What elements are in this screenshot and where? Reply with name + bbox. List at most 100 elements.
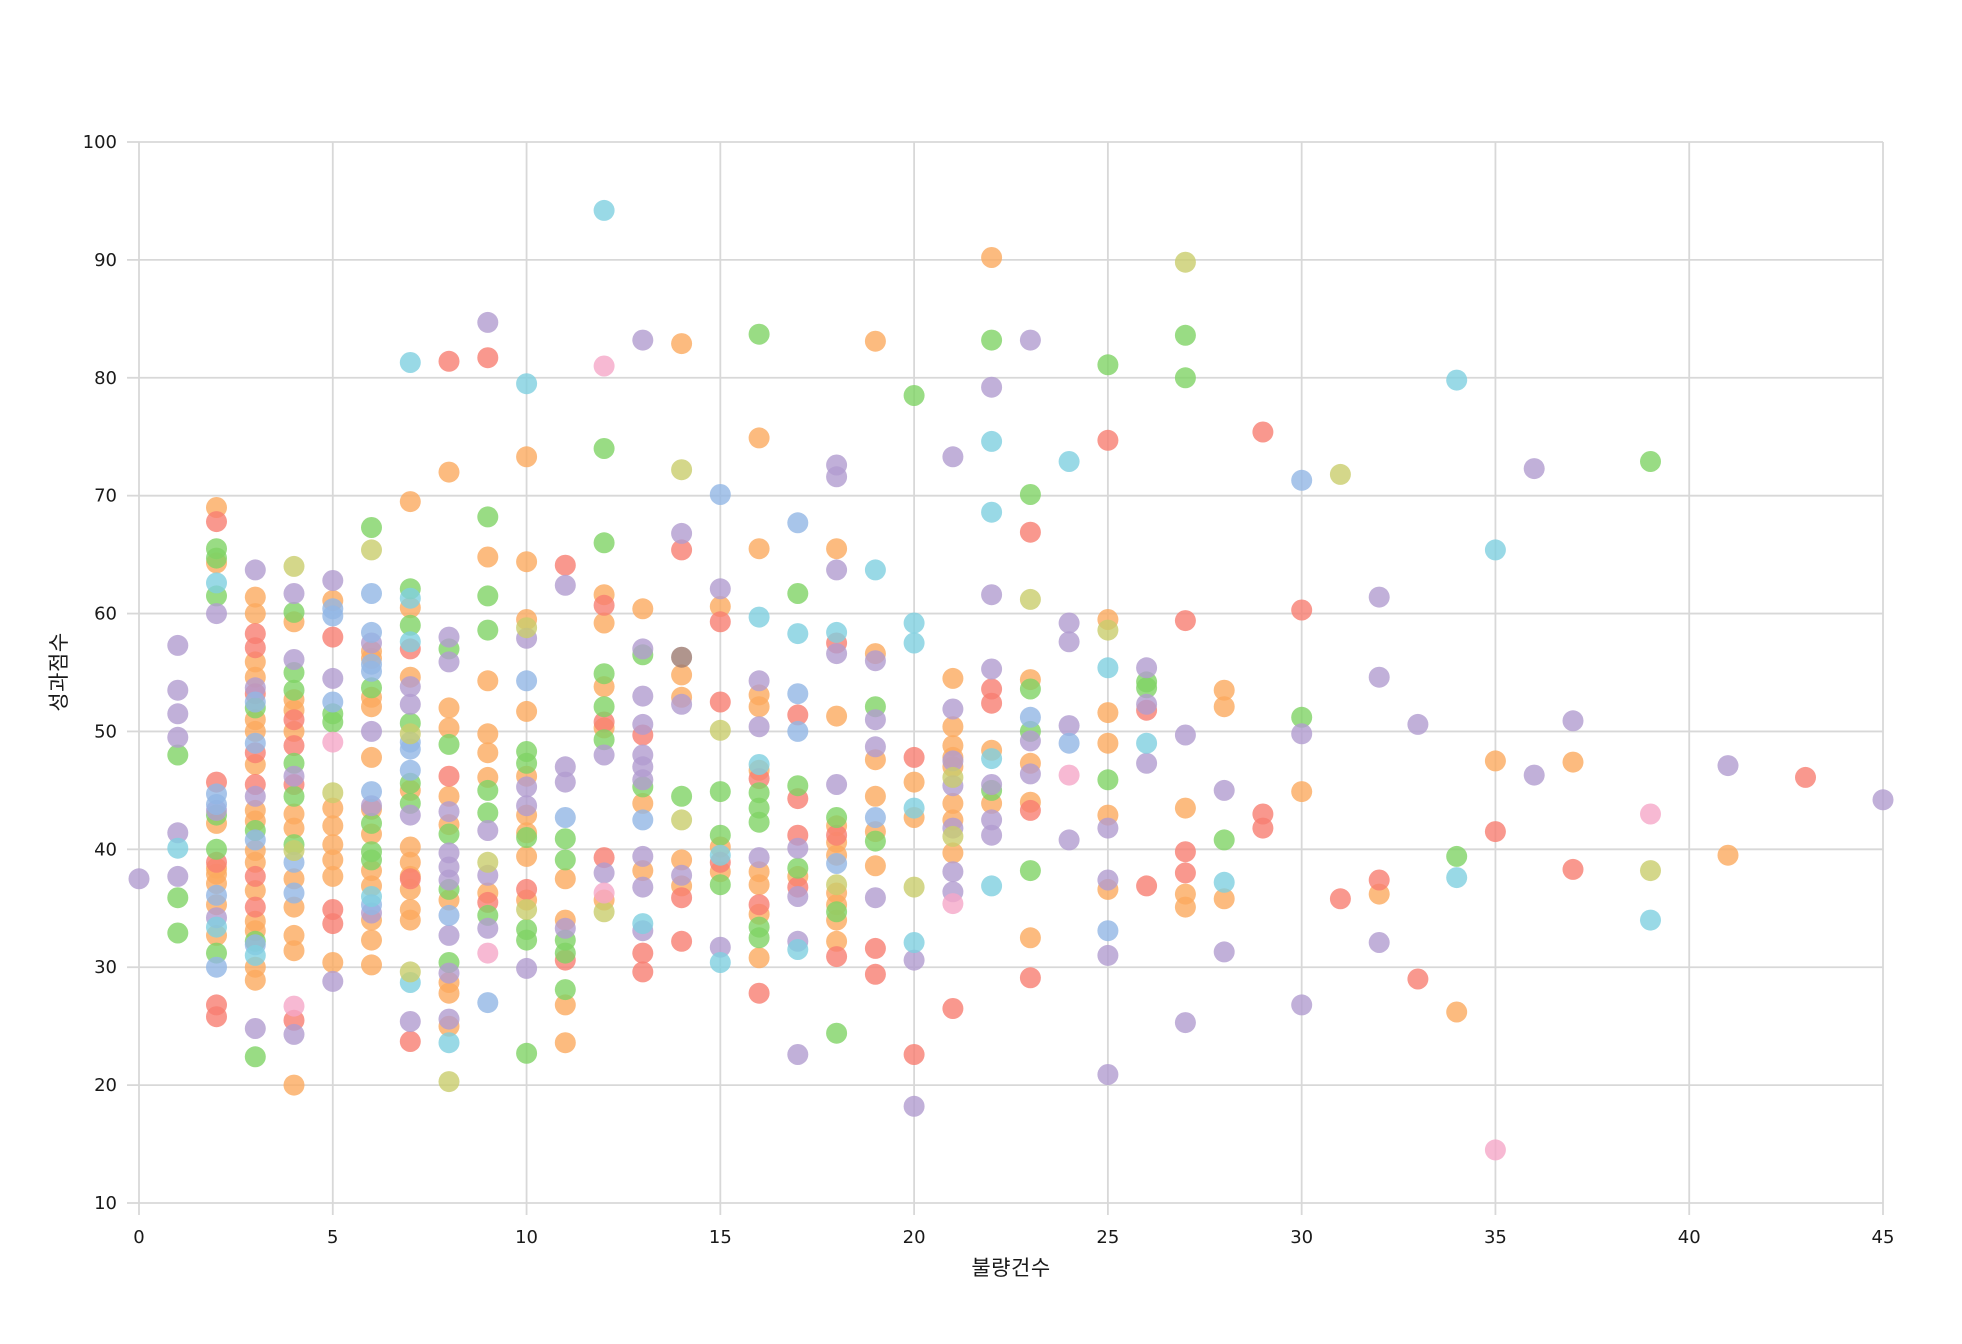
- data-point: [864, 709, 886, 731]
- data-point: [554, 942, 576, 964]
- data-point: [1484, 821, 1506, 843]
- data-point: [438, 801, 460, 823]
- data-point: [1019, 706, 1041, 728]
- data-point: [1174, 610, 1196, 632]
- data-point: [864, 559, 886, 581]
- data-point: [632, 713, 654, 735]
- data-point: [1019, 730, 1041, 752]
- y-tick-label: 40: [94, 839, 117, 860]
- data-point: [942, 825, 964, 847]
- data-point: [632, 638, 654, 660]
- data-point: [438, 1071, 460, 1093]
- data-point: [1872, 789, 1894, 811]
- data-point: [1097, 920, 1119, 942]
- data-point: [1174, 896, 1196, 918]
- data-point: [593, 199, 615, 221]
- data-point: [1097, 817, 1119, 839]
- data-point: [1019, 799, 1041, 821]
- data-point: [206, 838, 227, 860]
- data-point: [864, 963, 886, 985]
- data-point: [1136, 752, 1158, 774]
- data-point: [981, 430, 1003, 452]
- data-point: [1795, 766, 1816, 788]
- data-point: [322, 605, 344, 627]
- data-point: [322, 570, 344, 591]
- data-point: [1019, 329, 1041, 351]
- data-point: [981, 809, 1003, 831]
- data-point: [554, 771, 576, 793]
- data-point: [903, 1095, 925, 1117]
- data-point: [322, 970, 344, 992]
- data-point: [1446, 845, 1468, 867]
- data-point: [632, 329, 654, 351]
- data-point: [593, 612, 615, 634]
- data-point: [244, 785, 266, 807]
- data-point: [477, 347, 499, 369]
- data-point: [322, 849, 344, 871]
- data-point: [322, 667, 344, 689]
- data-point: [709, 719, 731, 741]
- data-point: [477, 506, 499, 528]
- data-point: [1174, 862, 1196, 884]
- y-tick-label: 30: [94, 957, 117, 978]
- data-point: [1484, 750, 1506, 772]
- data-point: [748, 670, 770, 692]
- data-point: [1640, 451, 1661, 472]
- x-tick-label: 25: [1096, 1227, 1119, 1248]
- data-point: [826, 643, 848, 665]
- data-point: [864, 736, 886, 758]
- data-point: [826, 901, 848, 923]
- y-tick-label: 90: [94, 250, 117, 271]
- data-point: [632, 942, 654, 964]
- data-point: [671, 887, 693, 909]
- data-point: [399, 1011, 421, 1032]
- y-tick-label: 50: [94, 721, 117, 742]
- data-point: [399, 836, 421, 858]
- data-point: [1446, 867, 1468, 889]
- data-point: [1291, 781, 1313, 803]
- data-point: [554, 554, 576, 576]
- data-point: [1446, 1001, 1468, 1023]
- data-point: [322, 913, 344, 935]
- data-point: [1097, 619, 1119, 641]
- data-point: [864, 855, 886, 877]
- data-point: [1136, 657, 1158, 679]
- data-point: [826, 705, 848, 727]
- data-point: [1019, 967, 1041, 989]
- data-point: [167, 887, 189, 909]
- data-point: [438, 717, 460, 739]
- data-point: [516, 899, 538, 920]
- data-point: [942, 446, 964, 468]
- data-point: [787, 939, 809, 960]
- data-point: [554, 868, 576, 890]
- data-point: [1097, 769, 1119, 791]
- data-point: [903, 949, 925, 971]
- data-point: [671, 539, 693, 561]
- data-point: [244, 732, 266, 754]
- data-point: [593, 901, 615, 923]
- data-point: [942, 667, 964, 689]
- data-point: [981, 329, 1003, 351]
- data-point: [748, 894, 770, 916]
- data-point: [477, 779, 499, 801]
- data-point: [438, 461, 460, 483]
- data-point: [826, 853, 848, 874]
- data-point: [399, 868, 421, 890]
- data-point: [748, 323, 770, 345]
- data-point: [1252, 817, 1274, 839]
- data-point: [167, 865, 189, 887]
- data-point: [477, 851, 499, 873]
- data-point: [942, 698, 964, 720]
- x-tick-label: 15: [709, 1227, 732, 1248]
- data-point: [206, 884, 227, 906]
- data-point: [399, 723, 421, 745]
- y-tick-label: 60: [94, 604, 117, 625]
- data-point: [593, 862, 615, 884]
- x-tick-label: 0: [133, 1227, 144, 1248]
- data-point: [167, 922, 189, 944]
- data-point: [438, 765, 460, 787]
- data-point: [283, 649, 305, 670]
- data-point: [554, 828, 576, 850]
- data-point: [438, 823, 460, 845]
